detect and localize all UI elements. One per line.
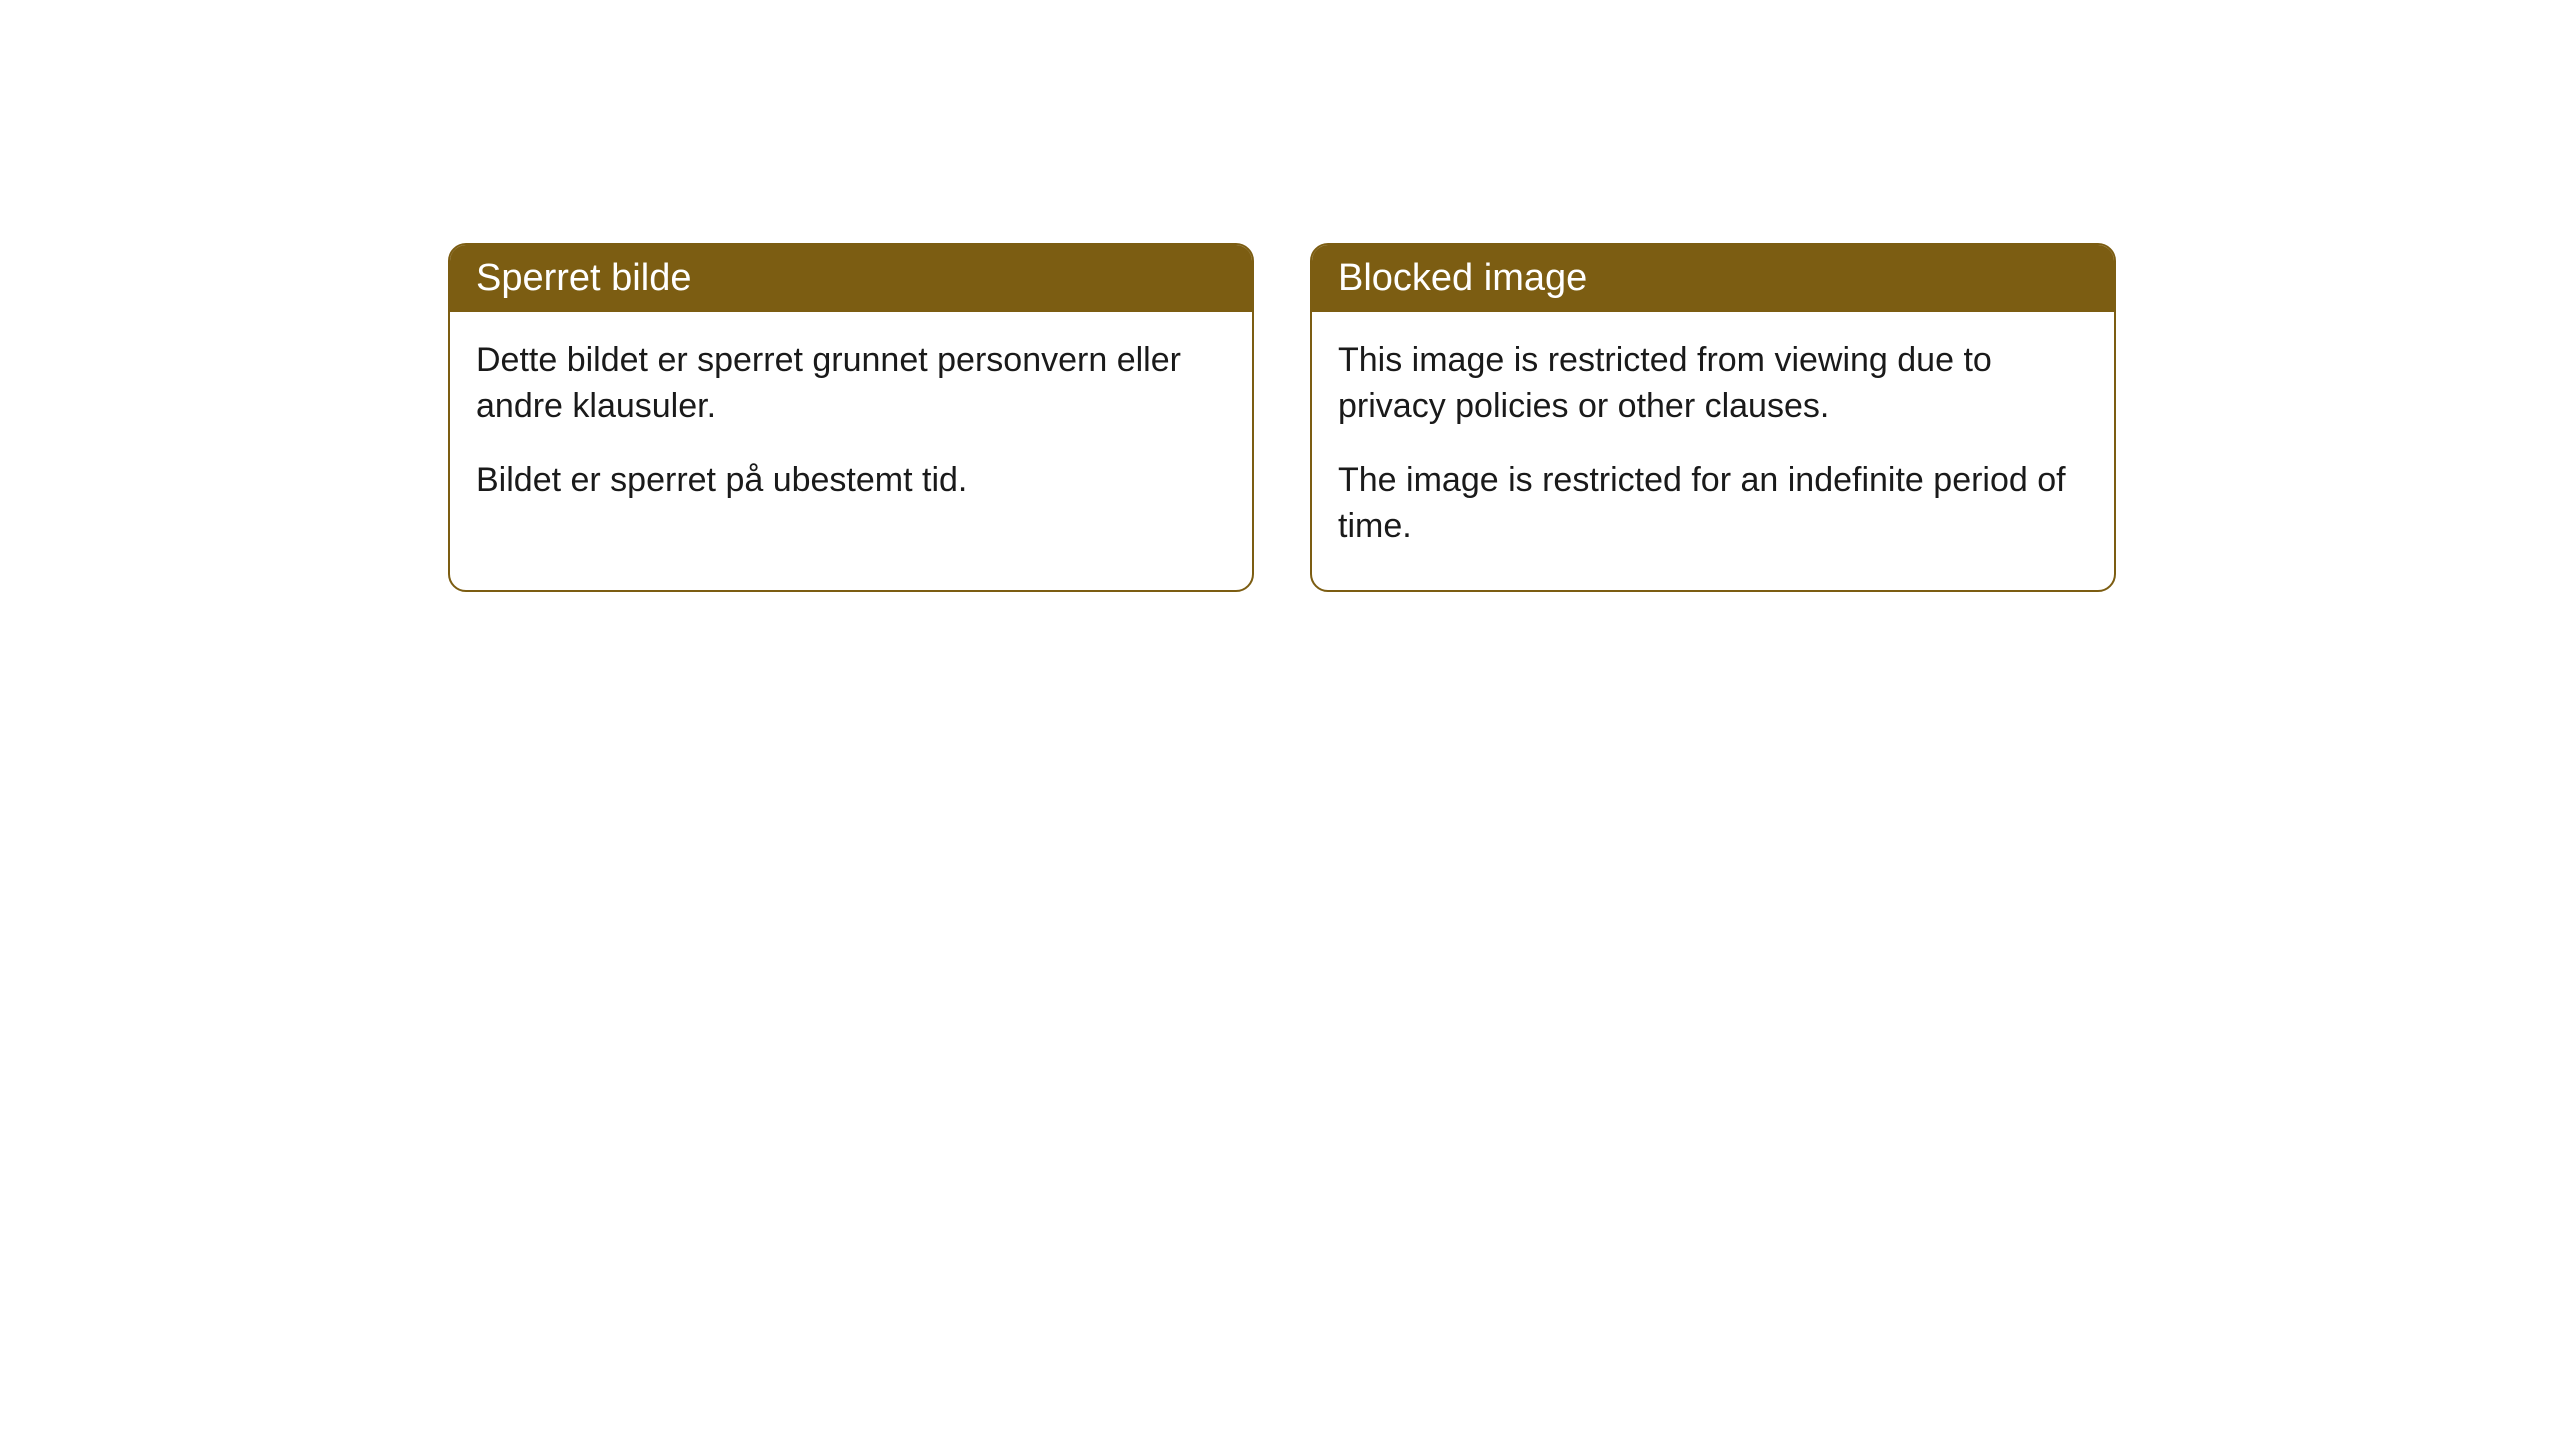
blocked-image-card-norwegian: Sperret bilde Dette bildet er sperret gr… (448, 243, 1254, 592)
card-body: This image is restricted from viewing du… (1312, 312, 2114, 590)
card-header: Blocked image (1312, 245, 2114, 312)
card-header: Sperret bilde (450, 245, 1252, 312)
notice-cards-container: Sperret bilde Dette bildet er sperret gr… (448, 243, 2116, 592)
notice-paragraph: The image is restricted for an indefinit… (1338, 458, 2088, 550)
notice-paragraph: Bildet er sperret på ubestemt tid. (476, 458, 1226, 504)
card-body: Dette bildet er sperret grunnet personve… (450, 312, 1252, 544)
blocked-image-card-english: Blocked image This image is restricted f… (1310, 243, 2116, 592)
notice-paragraph: Dette bildet er sperret grunnet personve… (476, 338, 1226, 430)
notice-paragraph: This image is restricted from viewing du… (1338, 338, 2088, 430)
